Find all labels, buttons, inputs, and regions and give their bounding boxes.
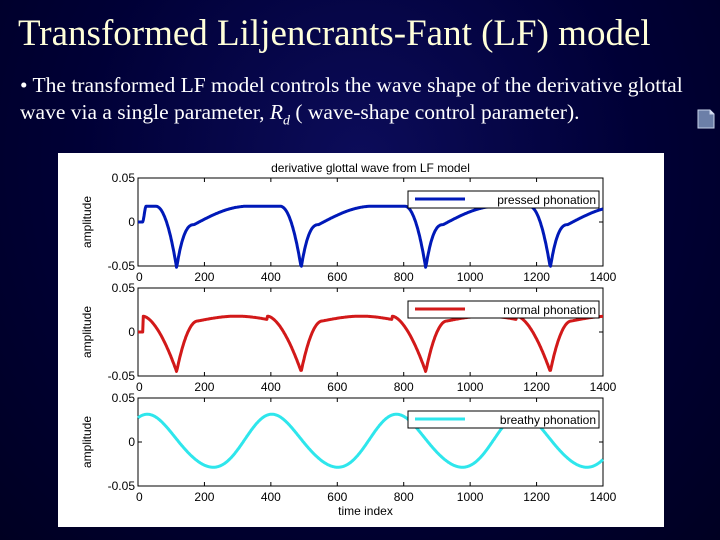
parameter-symbol-letter: R — [269, 100, 283, 124]
panel-2-xtick-label: 600 — [327, 380, 347, 394]
panel-1-xtick-label: 1200 — [523, 270, 550, 284]
slide-title: Transformed Liljencrants-Fant (LF) model — [18, 13, 651, 54]
lf-model-figure: pressed phonation 0 200 400 600 800 1000 1200 14… — [58, 153, 664, 527]
parameter-symbol-subscript: d — [283, 113, 290, 129]
panel-1-legend: pressed phonation — [407, 190, 600, 209]
panel-3-xtick-label: 400 — [261, 490, 281, 504]
panel-1-xtick-label: 600 — [327, 270, 347, 284]
panel-1-ytick-label: -0.05 — [108, 259, 136, 273]
panel-2-plot: normal phonation — [137, 287, 604, 377]
panel-1-ylabel: amplitude — [80, 196, 94, 248]
panel-2-ytick-label: 0 — [128, 325, 135, 339]
bullet-text-end: ( wave-shape control parameter). — [290, 100, 580, 124]
panel-2-legend-label: normal phonation — [503, 303, 596, 317]
panel-1-xtick-label: 400 — [261, 270, 281, 284]
panel-3-ytick-label: 0.05 — [112, 391, 136, 405]
panel-3-ylabel: amplitude — [80, 416, 94, 468]
panel-2-xtick-label: 0 — [136, 380, 143, 394]
panel-3-legend-label: breathy phonation — [500, 413, 596, 427]
panel-1-ytick-label: 0.05 — [112, 171, 136, 185]
panel-2-ytick-label: 0.05 — [112, 281, 136, 295]
panel-2-xtick-label: 1400 — [590, 380, 617, 394]
panel-3-xtick-label: 200 — [194, 490, 214, 504]
panel-1-xtick-label: 1000 — [457, 270, 484, 284]
chart-title: derivative glottal wave from LF model — [271, 161, 470, 175]
parameter-symbol: Rd — [269, 100, 290, 128]
panel-2-series-line — [137, 314, 604, 373]
panel-3-plot: breathy phonation — [137, 397, 604, 487]
panel-2-ytick-label: -0.05 — [108, 369, 136, 383]
panel-1-ytick-label: 0 — [128, 215, 135, 229]
panel-3-legend: breathy phonation — [407, 410, 600, 429]
panel-1-legend-box — [407, 190, 600, 209]
x-axis-label: time index — [338, 504, 393, 518]
panel-3-xtick-label: 1400 — [590, 490, 617, 504]
bullet-text-start: • The transformed LF model controls the … — [20, 73, 683, 124]
panel-1-xtick-label: 1400 — [590, 270, 617, 284]
panel-1-xtick-label: 0 — [136, 270, 143, 284]
panel-2-xtick-label: 1000 — [457, 380, 484, 394]
panel-1-xtick-label: 800 — [394, 270, 414, 284]
panel-2-legend-box — [407, 300, 600, 319]
panel-3-ytick-label: 0 — [128, 435, 135, 449]
panel-1-xtick-label: 200 — [194, 270, 214, 284]
panel-3-xtick-label: 1000 — [457, 490, 484, 504]
panel-3-xtick-label: 600 — [327, 490, 347, 504]
panel-2-legend: normal phonation — [407, 300, 600, 319]
panel-3-legend-box — [407, 410, 600, 429]
bullet-text: • The transformed LF model controls the … — [20, 72, 716, 134]
panel-2-xtick-label: 400 — [261, 380, 281, 394]
panel-2-xtick-label: 200 — [194, 380, 214, 394]
panel-2-ylabel: amplitude — [80, 306, 94, 358]
panel-3-xtick-label: 1200 — [523, 490, 550, 504]
lf-model-plots: pressed phonation 0 200 400 600 800 1000 1200 14… — [80, 161, 617, 518]
panel-3-xtick-label: 0 — [136, 490, 143, 504]
panel-1-legend-label: pressed phonation — [497, 193, 596, 207]
panel-2-xtick-label: 800 — [394, 380, 414, 394]
panel-1-plot: pressed phonation — [137, 177, 604, 269]
panel-3-xtick-label: 800 — [394, 490, 414, 504]
panel-3-ytick-label: -0.05 — [108, 479, 136, 493]
page-curl-icon — [697, 109, 715, 129]
panel-2-xtick-label: 1200 — [523, 380, 550, 394]
